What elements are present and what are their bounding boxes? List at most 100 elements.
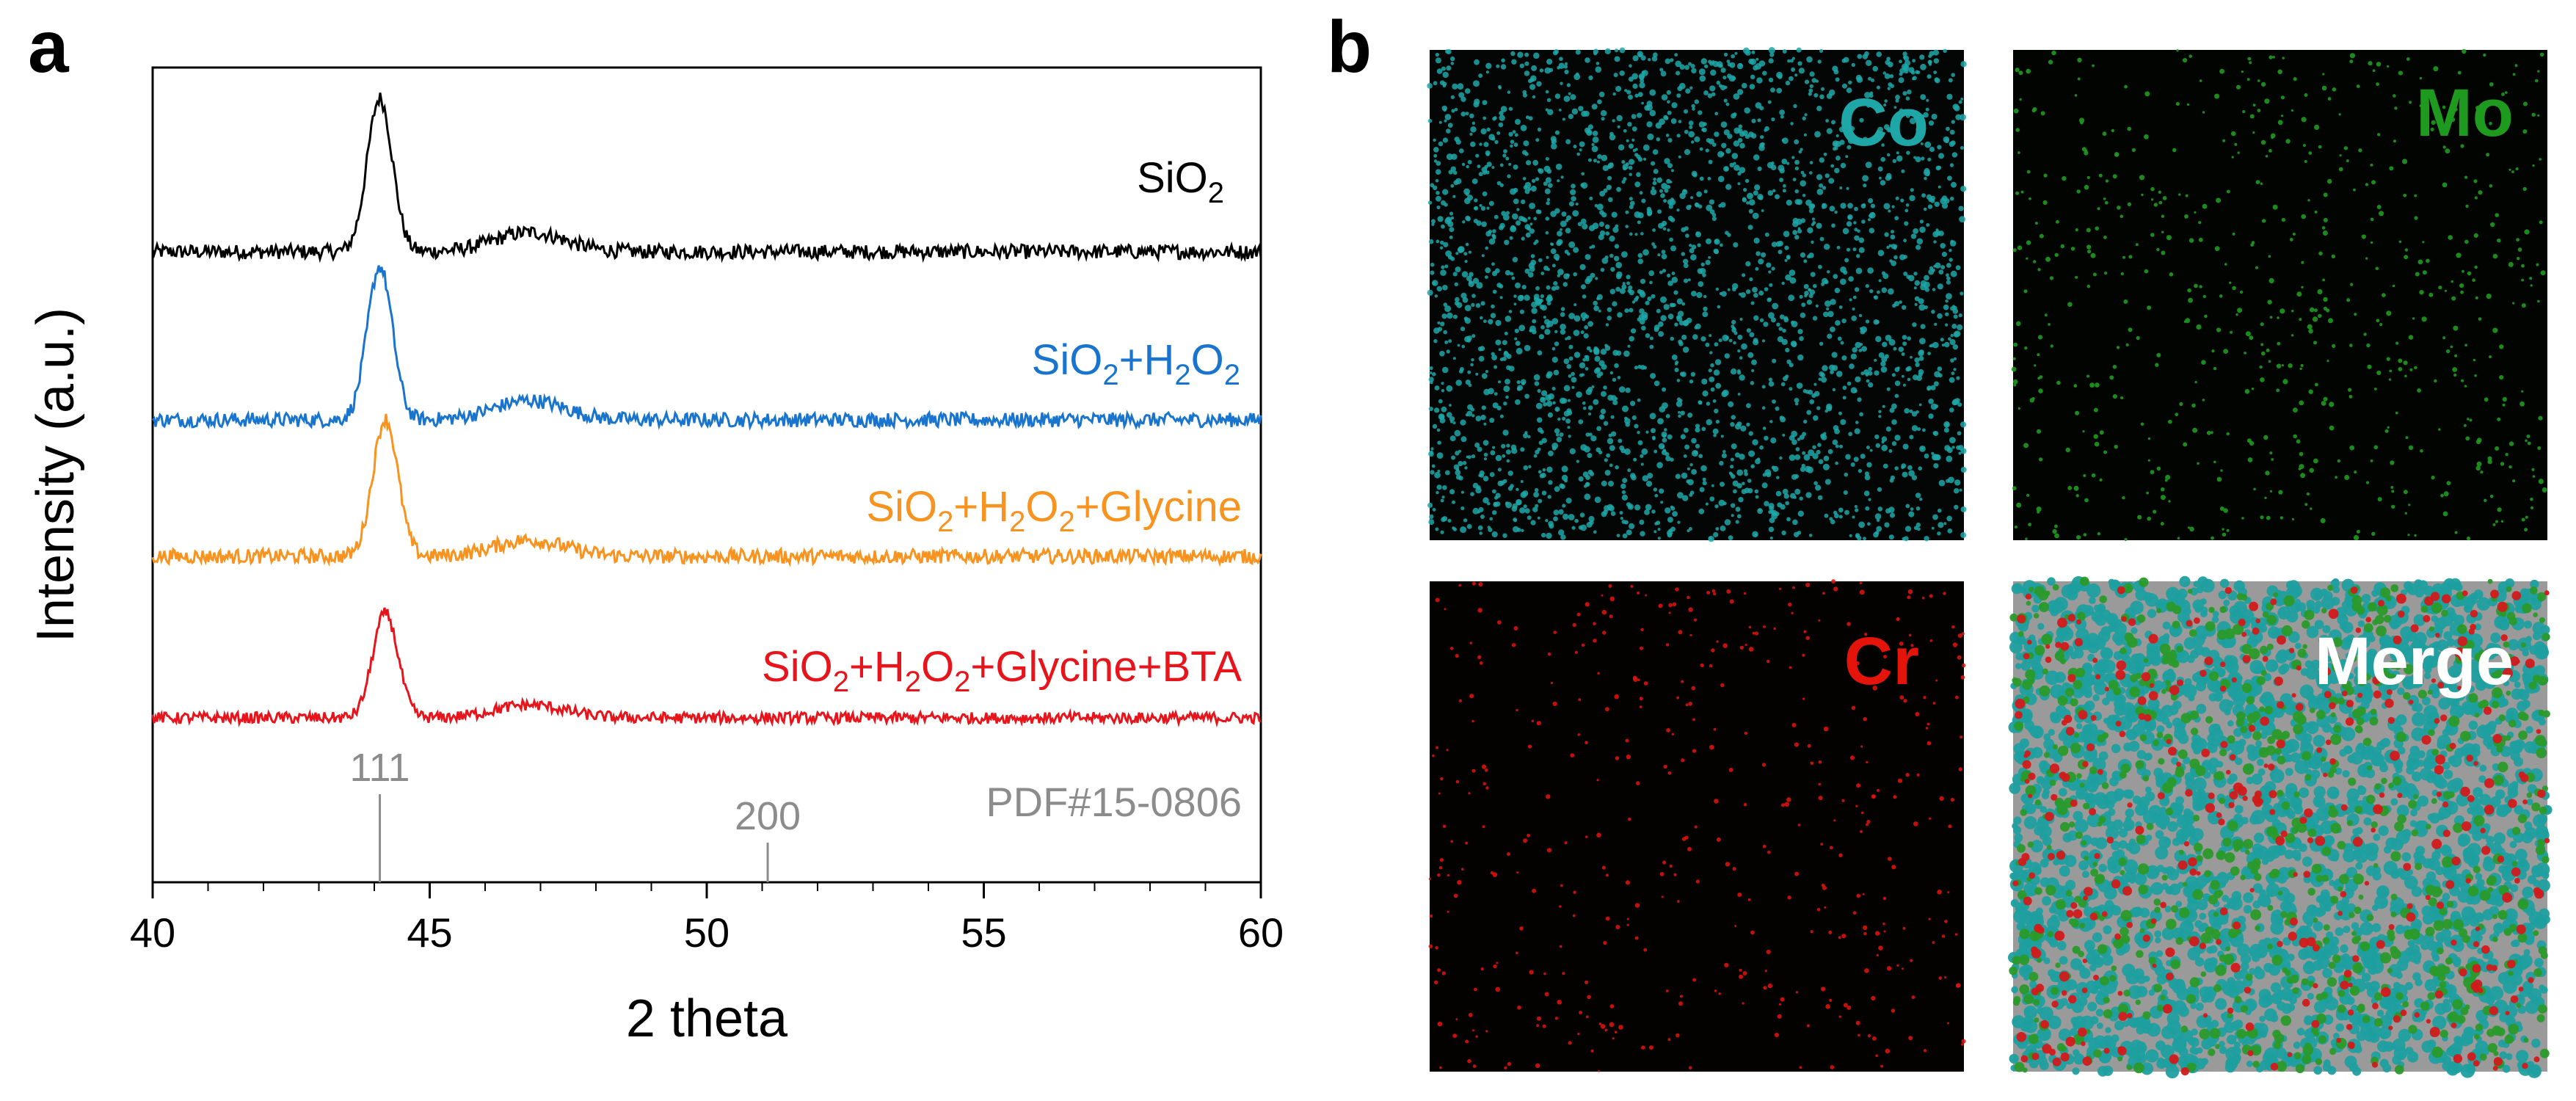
map-dot	[1494, 392, 1498, 396]
map-dot	[1478, 608, 1482, 612]
map-dot	[1472, 581, 1476, 585]
map-dot	[2015, 68, 2020, 72]
map-dot	[1962, 1039, 1966, 1044]
map-dot	[1529, 263, 1535, 269]
map-dot	[1800, 497, 1803, 501]
map-dot	[2365, 183, 2368, 186]
map-dot	[1463, 461, 1467, 465]
map-dot	[1537, 1017, 1541, 1021]
map-dot	[1742, 83, 1747, 89]
map-dot	[1831, 579, 1835, 584]
map-dot	[2376, 319, 2380, 322]
map-dot	[1476, 303, 1480, 308]
map-dot	[1585, 482, 1589, 486]
map-dot	[2202, 399, 2205, 401]
map-dot	[1699, 68, 1706, 75]
map-dot	[1552, 347, 1556, 351]
map-dot	[1521, 125, 1527, 131]
map-dot	[1835, 445, 1839, 448]
map-dot	[1560, 432, 1564, 437]
map-dot	[1460, 420, 1466, 426]
map-dot	[1635, 148, 1638, 151]
map-dot	[1512, 643, 1516, 647]
map-dot	[2460, 291, 2464, 294]
map-dot	[2276, 388, 2280, 392]
map-dot	[1548, 413, 1553, 418]
map-dot	[2037, 506, 2042, 512]
map-dot	[2220, 469, 2222, 471]
map-dot	[1814, 131, 1821, 138]
map-dot	[1610, 267, 1615, 272]
map-dot	[1497, 181, 1502, 186]
map-dot	[1571, 377, 1577, 383]
map-dot	[1843, 228, 1849, 235]
map-dot	[1760, 319, 1764, 322]
map-dot	[2188, 526, 2190, 528]
map-dot	[1678, 156, 1681, 159]
map-dot	[1775, 195, 1780, 200]
map-dot	[1463, 252, 1467, 255]
map-dot	[1602, 631, 1606, 634]
map-dot	[1472, 508, 1479, 515]
map-dot	[2277, 70, 2282, 75]
map-dot	[1630, 401, 1635, 406]
map-dot	[1859, 413, 1863, 417]
map-dot	[1879, 279, 1882, 282]
map-dot	[1500, 415, 1504, 418]
map-dot	[1634, 94, 1638, 98]
map-dot	[2117, 206, 2121, 210]
map-dot	[1745, 261, 1750, 266]
map-dot	[1781, 382, 1786, 387]
map-dot	[2232, 156, 2234, 159]
map-dot	[1900, 199, 1904, 203]
map-dot	[1640, 705, 1642, 708]
map-dot	[1859, 238, 1865, 244]
map-dot	[2418, 260, 2423, 265]
map-dot	[2402, 159, 2407, 164]
map-dot	[1540, 294, 1544, 298]
map-dot	[1822, 186, 1826, 189]
map-dot	[1902, 341, 1907, 346]
map-dot	[1918, 466, 1922, 470]
map-dot	[1771, 117, 1775, 121]
map-dot	[2237, 308, 2242, 313]
map-dot	[1918, 298, 1924, 304]
map-dot	[1665, 456, 1670, 461]
map-dot	[2154, 931, 2161, 938]
map-dot	[2447, 481, 2451, 485]
map-dot	[1676, 697, 1679, 700]
map-dot	[2374, 388, 2377, 390]
map-dot	[1954, 330, 1961, 337]
map-dot	[1764, 129, 1767, 132]
map-dot	[1443, 72, 1449, 78]
map-dot	[1456, 475, 1461, 480]
map-dot	[1770, 437, 1776, 443]
map-dot	[1458, 83, 1464, 90]
map-dot	[2249, 61, 2252, 64]
map-dot	[2051, 51, 2056, 55]
map-dot	[1518, 324, 1525, 331]
map-dot	[1866, 446, 1870, 449]
map-dot	[2037, 268, 2040, 271]
map-dot	[1506, 366, 1510, 370]
map-dot	[1728, 401, 1733, 407]
map-dot	[1608, 481, 1614, 487]
map-dot	[1643, 145, 1650, 151]
map-dot	[2366, 344, 2370, 347]
map-dot	[2357, 84, 2360, 88]
map-dot	[1821, 377, 1827, 382]
map-dot	[1510, 225, 1516, 230]
map-dot	[1539, 334, 1544, 339]
map-dot	[1882, 342, 1887, 347]
map-dot	[1524, 295, 1529, 301]
map-dot	[1542, 438, 1547, 443]
map-dot	[1823, 432, 1826, 435]
map-dot	[1733, 242, 1738, 247]
map-dot	[1960, 532, 1966, 538]
map-dot	[2097, 207, 2100, 210]
map-dot	[1708, 60, 1711, 64]
map-dot	[1513, 188, 1518, 193]
map-dot	[1866, 284, 1869, 288]
map-dot	[1920, 64, 1926, 70]
map-dot	[1635, 903, 1640, 907]
